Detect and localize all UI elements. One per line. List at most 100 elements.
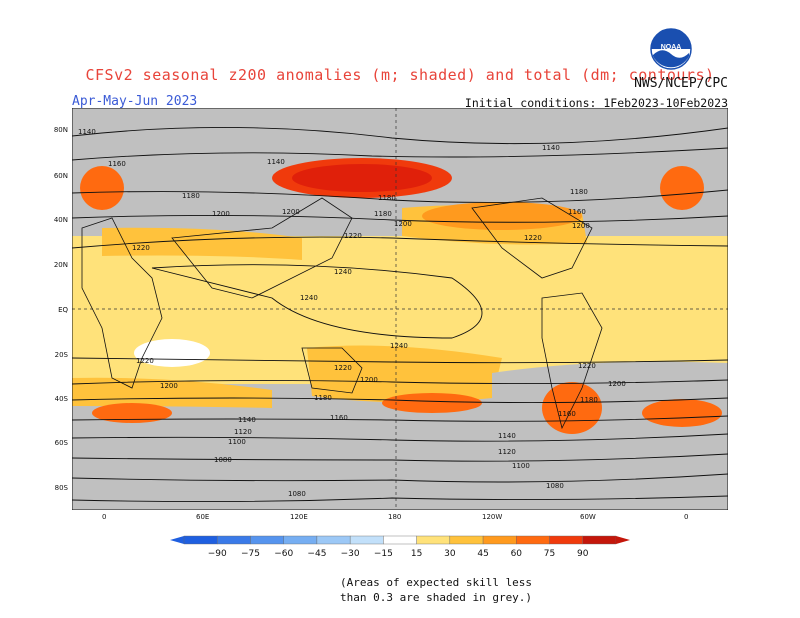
contour-label: 1160 [558, 410, 576, 418]
colorbar-ticks: −90 −75 −60 −45 −30 −15 15 30 45 60 75 90 [208, 549, 589, 559]
colorbar-cell [250, 535, 284, 545]
neutral-region [134, 339, 210, 367]
lat-label: 80S [54, 484, 68, 492]
contour-label: 1180 [374, 210, 392, 218]
contour-label: 1120 [234, 428, 252, 436]
colorbar-tick-label: −15 [374, 549, 393, 559]
lat-label: 60N [53, 172, 68, 180]
contour-label: 1140 [542, 144, 560, 152]
colorbar-tick-label: 30 [444, 549, 456, 559]
footnote: (Areas of expected skill less than 0.3 a… [340, 575, 540, 605]
contour-label: 1200 [160, 382, 178, 390]
contour-label: 1200 [572, 222, 590, 230]
contour-label: 1140 [78, 128, 96, 136]
colorbar-tick-label: 45 [477, 549, 488, 559]
anomaly-region [382, 393, 482, 413]
colorbar-cell [582, 535, 617, 545]
anomaly-region [92, 403, 172, 423]
colorbar-tick-label: −60 [274, 549, 293, 559]
anomaly-region [642, 399, 722, 427]
initial-conditions-label: Initial conditions: 1Feb2023-10Feb2023 [464, 96, 728, 110]
footnote-line-2: than 0.3 are shaded in grey.) [340, 591, 533, 604]
colorbar-tick-label: 15 [411, 549, 422, 559]
colorbar-tick-label: 90 [577, 549, 589, 559]
contour-label: 1180 [580, 396, 598, 404]
contour-label: 1240 [300, 294, 318, 302]
contour-label: 1200 [282, 208, 300, 216]
footnote-line-1: (Areas of expected skill less [340, 576, 533, 589]
colorbar-tick-label: −30 [341, 549, 360, 559]
contour-label: 1140 [267, 158, 285, 166]
contour-label: 1140 [238, 416, 256, 424]
contour-label: 1160 [330, 414, 348, 422]
contour-label: 1180 [570, 188, 588, 196]
lat-label: 20N [53, 261, 68, 269]
contour-label: 1220 [344, 232, 362, 240]
lat-label: 60S [54, 439, 68, 447]
colorbar-cell [482, 535, 517, 545]
lat-label: 40S [54, 395, 68, 403]
colorbar-cell [183, 535, 218, 545]
anomaly-map: 1140 1160 1140 1180 1200 1180 1180 1200 … [72, 108, 728, 510]
colorbar-cell [516, 535, 550, 545]
contour-label: 1160 [108, 160, 126, 168]
height-contours [72, 127, 728, 503]
contour-label: 1080 [546, 482, 564, 490]
noaa-logo-text: NOAA [661, 44, 682, 51]
anomaly-region [422, 202, 582, 230]
colorbar-cell [283, 535, 318, 545]
colorbar-arrow-right [616, 536, 630, 544]
noaa-logo: NOAA [650, 28, 692, 70]
contour-label: 1220 [334, 364, 352, 372]
latitude-axis: 80N 60N 40N 20N EQ 20S 40S 60S 80S [36, 108, 70, 510]
contour-label: 1180 [182, 192, 200, 200]
contour-label: 1200 [608, 380, 626, 388]
lon-label: 120W [482, 513, 503, 521]
contour-label: 1240 [334, 268, 352, 276]
contour-label: 1100 [228, 438, 246, 446]
coastlines [81, 197, 603, 430]
colorbar-tick-label: 60 [511, 549, 523, 559]
contour-label: 1220 [132, 244, 150, 252]
lon-label: 0 [684, 513, 689, 521]
contour-label: 1120 [498, 448, 516, 456]
lat-label: 40N [53, 216, 68, 224]
colorbar-tick-label: −75 [241, 549, 260, 559]
anomaly-region [292, 164, 432, 192]
anomaly-region [102, 227, 302, 260]
contour-label: 1100 [512, 462, 530, 470]
colorbar-cell [316, 535, 351, 545]
contour-label: 1220 [136, 357, 154, 365]
lon-label: 60W [580, 513, 596, 521]
agency-label: NWS/NCEP/CPC [634, 76, 728, 91]
lat-label: 80N [53, 126, 68, 134]
colorbar-cell [416, 535, 451, 545]
colorbar-tick-label: 75 [544, 549, 555, 559]
colorbar-cell [349, 535, 384, 545]
lon-label: 0 [102, 513, 107, 521]
anomaly-region [307, 345, 502, 403]
contour-label: 1080 [288, 490, 306, 498]
colorbar: −90 −75 −60 −45 −30 −15 15 30 45 60 75 90 [170, 535, 630, 559]
colorbar-cell [449, 535, 484, 545]
lon-label: 180 [388, 513, 402, 521]
contour-label: 1200 [360, 376, 378, 384]
lat-label: 20S [54, 351, 68, 359]
colorbar-cell [549, 535, 583, 545]
colorbar-tick-label: −90 [208, 549, 227, 559]
chart-title: CFSv2 seasonal z200 anomalies (m; shaded… [85, 66, 715, 84]
contour-label: 1140 [498, 432, 516, 440]
low-skill-region [72, 408, 728, 510]
contour-label: 1200 [394, 220, 412, 228]
anomaly-region [660, 166, 704, 210]
colorbar-arrow-left [170, 536, 184, 544]
anomaly-region [72, 377, 272, 408]
contour-label: 1180 [314, 394, 332, 402]
lon-label: 120E [290, 513, 308, 521]
colorbar-cell [383, 535, 417, 545]
contour-label: 1080 [214, 456, 232, 464]
colorbar-tick-label: −45 [307, 549, 326, 559]
contour-label: 1220 [524, 234, 542, 242]
contour-label: 1240 [390, 342, 408, 350]
lat-label: EQ [58, 306, 68, 314]
